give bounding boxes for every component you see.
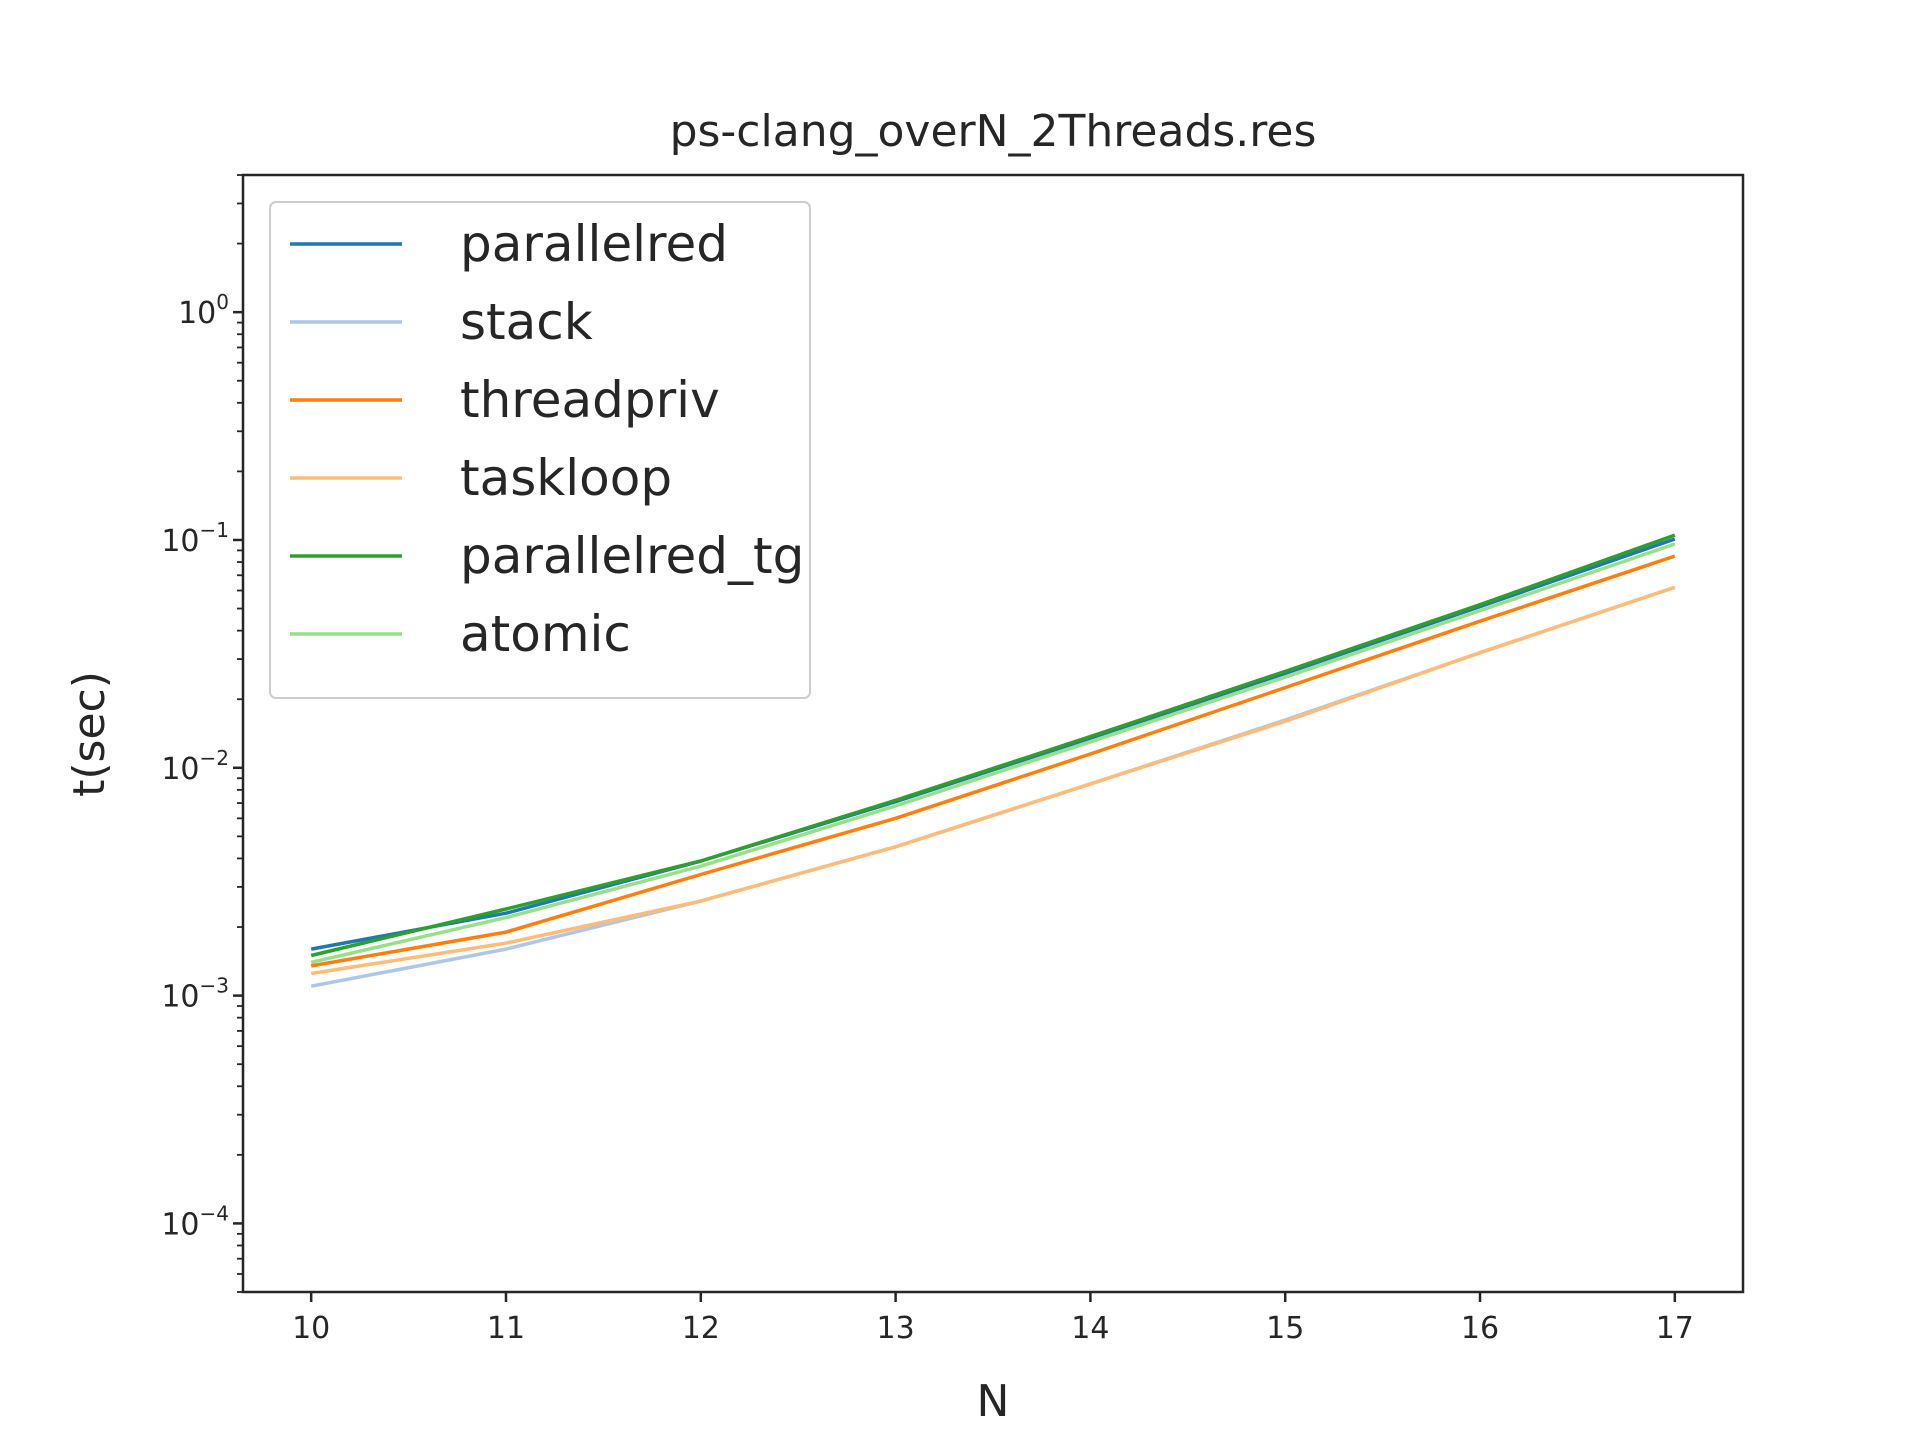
x-tick-label: 16 (1461, 1311, 1499, 1346)
plot-frame (241, 173, 1745, 1294)
legend-label: stack (460, 293, 593, 351)
series-line-threadpriv (310, 554, 1676, 968)
x-axis: 10 11 12 13 14 15 16 17 (292, 1292, 1694, 1346)
legend-label: threadpriv (460, 371, 720, 429)
x-tick-label: 10 (292, 1311, 330, 1346)
series-line-atomic (310, 542, 1676, 965)
x-tick-label: 15 (1266, 1311, 1304, 1346)
legend-label: parallelred_tg (460, 527, 804, 585)
legend: parallelred stack threadpriv taskloop parall… (269, 201, 811, 699)
legend-box (269, 201, 811, 699)
legend-label: atomic (460, 605, 631, 663)
x-tick-label: 13 (877, 1311, 915, 1346)
y-tick-label: 10−2 (161, 746, 229, 787)
legend-label: parallelred (460, 215, 728, 273)
x-tick-label: 12 (682, 1311, 720, 1346)
plot-area (310, 533, 1676, 988)
y-tick-label: 100 (178, 290, 229, 331)
y-tick-label: 10−1 (161, 518, 229, 559)
legend-label: taskloop (460, 449, 672, 507)
x-axis-label: N (977, 1376, 1010, 1427)
y-tick-label: 10−4 (161, 1201, 229, 1242)
y-tick-label: 10−3 (161, 974, 229, 1015)
series-line-parallelred-tg (310, 533, 1676, 958)
y-axis-label: t(sec) (64, 671, 115, 797)
series-line-taskloop (310, 585, 1676, 976)
y-axis: 10−4 10−3 10−2 10−1 100 (161, 174, 243, 1293)
chart-title: ps-clang_overN_2Threads.res (670, 106, 1317, 157)
x-tick-label: 14 (1071, 1311, 1109, 1346)
x-tick-label: 11 (487, 1311, 525, 1346)
x-tick-label: 17 (1656, 1311, 1694, 1346)
